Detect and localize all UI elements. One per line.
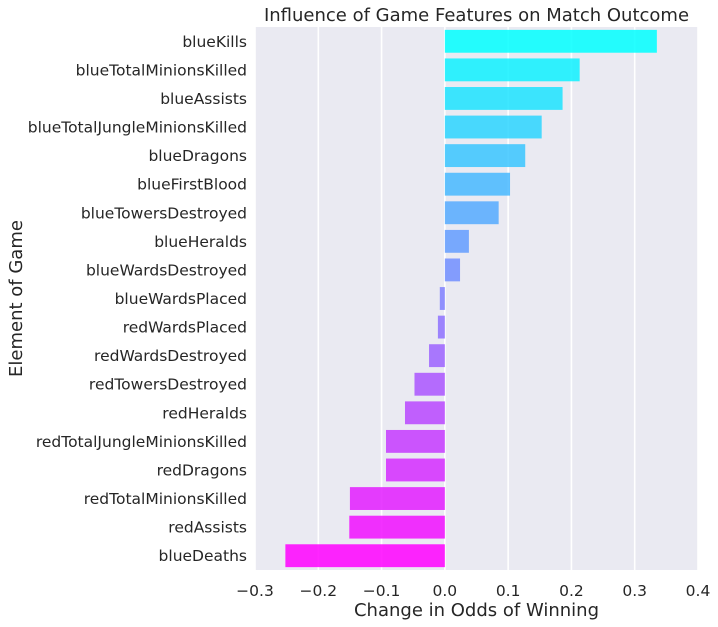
x-tick-label: 0.1 <box>496 582 521 600</box>
bar-blueTotalMinionsKilled <box>444 58 580 82</box>
y-tick-label: redTotalMinionsKilled <box>84 490 247 508</box>
bar-redHeralds <box>404 401 445 425</box>
bar-blueFirstBlood <box>444 172 511 196</box>
y-tick-label: redWardsDestroyed <box>94 347 247 365</box>
y-tick-label: blueDragons <box>148 147 247 165</box>
bar-blueWardsDestroyed <box>444 258 461 282</box>
y-tick-label: redHeralds <box>162 404 247 422</box>
x-tick-label: 0.3 <box>622 582 647 600</box>
y-tick-label: blueWardsDestroyed <box>86 261 247 279</box>
x-tick-labels: −0.3 −0.2 −0.1 0.0 0.1 0.2 0.3 0.4 <box>236 582 710 600</box>
y-tick-label: redTowersDestroyed <box>89 376 247 394</box>
x-tick-label: −0.2 <box>299 582 337 600</box>
y-tick-label: redDragons <box>157 461 247 479</box>
bar-blueTotalJungleMinionsKilled <box>444 115 542 139</box>
bar-blueDragons <box>444 144 526 168</box>
y-tick-label: blueTotalMinionsKilled <box>76 61 247 79</box>
bar-redDragons <box>386 458 445 482</box>
bar-blueDeaths <box>285 544 445 568</box>
bar-blueHeralds <box>444 229 469 253</box>
y-tick-label: blueTowersDestroyed <box>81 204 247 222</box>
y-tick-label: blueAssists <box>160 90 247 108</box>
y-tick-label: blueTotalJungleMinionsKilled <box>28 119 247 137</box>
y-tick-label: redAssists <box>168 519 247 537</box>
bar-blueAssists <box>444 87 563 110</box>
y-tick-label: blueKills <box>182 33 247 51</box>
x-tick-label: 0.0 <box>433 582 458 600</box>
y-tick-label: redTotalJungleMinionsKilled <box>36 433 247 451</box>
x-tick-label: 0.4 <box>686 582 711 600</box>
chart-title: Influence of Game Features on Match Outc… <box>264 5 689 26</box>
bar-redAssists <box>349 515 445 539</box>
bars <box>285 29 657 568</box>
x-tick-label: −0.3 <box>236 582 274 600</box>
bar-blueKills <box>444 29 657 53</box>
bar-redWardsPlaced <box>437 315 445 339</box>
y-tick-label: redWardsPlaced <box>123 319 247 337</box>
bar-redWardsDestroyed <box>429 344 445 368</box>
x-tick-label: −0.1 <box>363 582 401 600</box>
y-tick-labels: blueKills blueTotalMinionsKilled blueAssis… <box>28 33 247 565</box>
y-axis-label: Element of Game <box>6 220 27 377</box>
bar-redTowersDestroyed <box>414 372 445 396</box>
y-tick-label: blueHeralds <box>154 233 247 251</box>
x-axis-label: Change in Odds of Winning <box>354 600 599 621</box>
bar-blueTowersDestroyed <box>444 201 499 225</box>
bar-redTotalMinionsKilled <box>349 487 445 510</box>
bar-blueWardsPlaced <box>439 287 445 310</box>
y-tick-label: blueDeaths <box>159 547 247 565</box>
bar-redTotalJungleMinionsKilled <box>386 429 445 453</box>
y-tick-label: blueFirstBlood <box>137 176 247 194</box>
y-tick-label: blueWardsPlaced <box>115 290 247 308</box>
x-tick-label: 0.2 <box>559 582 584 600</box>
